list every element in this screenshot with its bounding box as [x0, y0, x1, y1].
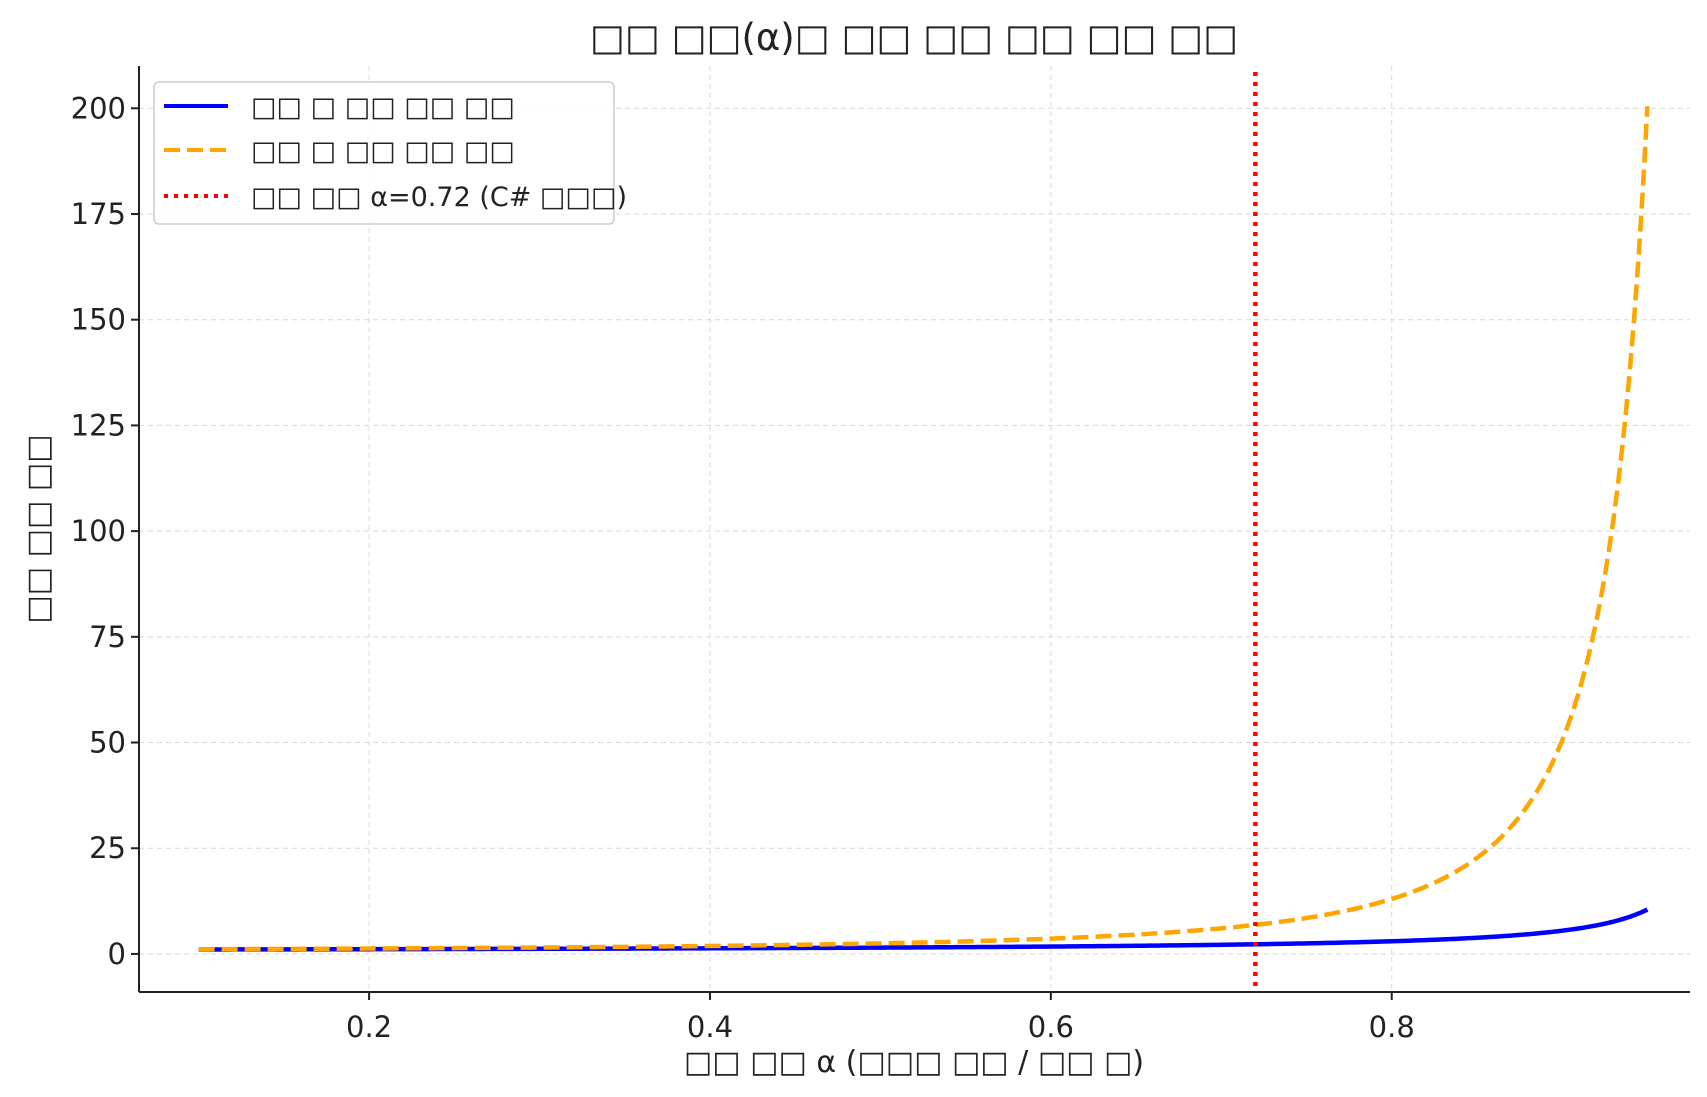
y-axis-title: □□ □□ □□: [21, 434, 56, 623]
legend-box: [153, 81, 615, 225]
series-line-2: [198, 106, 1650, 952]
y-tick-label: 25: [89, 831, 126, 865]
axes: [138, 66, 1690, 993]
x-axis-title: □□ □□ α (□□□ □□ / □□ □): [684, 1045, 1144, 1080]
legend-label-series-2: □□ □ □□ □□ □□: [251, 136, 515, 167]
legend-label-series-1: □□ □ □□ □□ □□: [251, 92, 515, 123]
x-tick-label: 0.6: [1028, 1010, 1074, 1044]
y-tick-label: 175: [71, 197, 126, 231]
legend: □□ □ □□ □□ □□ □□ □ □□ □□ □□ □□ □□ α=0.72…: [153, 81, 627, 225]
y-tick-label: 100: [71, 514, 126, 548]
ticks: 0.2 0.4 0.6 0.8 0 25 50 75 100 125 150 175 200: [71, 91, 1415, 1044]
chart-title: □□ □□(α)□ □□ □□ □□ □□ □□: [590, 16, 1238, 59]
x-tick-label: 0.8: [1369, 1010, 1415, 1044]
y-tick-label: 200: [71, 91, 126, 125]
y-tick-label: 125: [71, 408, 126, 442]
y-tick-label: 75: [89, 620, 126, 654]
x-tick-label: 0.2: [346, 1010, 392, 1044]
y-tick-label: 0: [108, 937, 126, 971]
legend-label-reference-line: □□ □□ α=0.72 (C# □□□): [251, 182, 627, 213]
y-tick-label: 150: [71, 303, 126, 337]
y-tick-label: 50: [89, 726, 126, 760]
plot-area: [198, 72, 1650, 992]
x-tick-label: 0.4: [687, 1010, 733, 1044]
